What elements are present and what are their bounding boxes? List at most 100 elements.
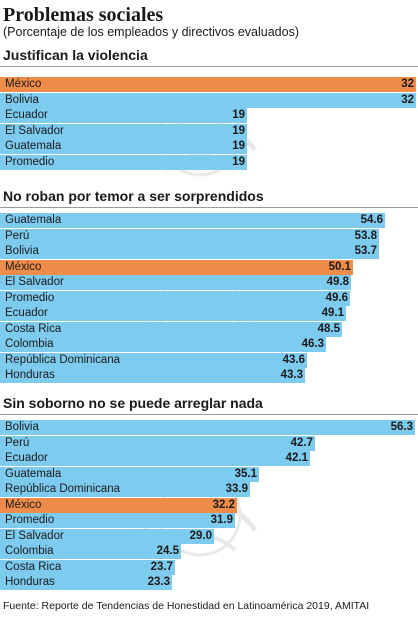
bar-row: Ecuador 19	[0, 108, 416, 123]
bar	[0, 482, 250, 497]
bar-value-label: 19	[232, 109, 245, 121]
section-title-1: Justifican la violencia	[3, 47, 148, 63]
section-title-2: No roban por temor a ser sorprendidos	[3, 188, 264, 204]
bar-value-label: 35.1	[234, 468, 257, 480]
bar	[0, 529, 214, 544]
bar	[0, 244, 379, 259]
bar	[0, 155, 247, 170]
bar-category-label: Promedio	[5, 292, 55, 304]
bar	[0, 498, 237, 513]
chart-subtitle: (Porcentaje de los empleados y directivo…	[3, 25, 299, 39]
bar-value-label: 32	[401, 94, 414, 106]
bar-row: Perú 42.7	[0, 436, 415, 451]
bar-row: Guatemala 35.1	[0, 467, 415, 482]
bar-category-label: Costa Rica	[5, 323, 62, 335]
bar-row: Guatemala 54.6	[0, 213, 385, 228]
bar-row: Bolivia 32	[0, 93, 416, 108]
bar-row: México 50.1	[0, 260, 385, 275]
bar-value-label: 43.6	[282, 354, 305, 366]
section-separator-2	[0, 207, 418, 208]
bar-value-label: 19	[232, 156, 245, 168]
bar-value-label: 48.5	[317, 323, 340, 335]
bar-category-label: República Dominicana	[5, 483, 121, 495]
bar-category-label: Costa Rica	[5, 561, 62, 573]
bar-category-label: Guatemala	[5, 468, 62, 480]
bar-row: Ecuador 42.1	[0, 451, 415, 466]
bar-row: Costa Rica 48.5	[0, 322, 385, 337]
bar-row: Honduras 23.3	[0, 575, 415, 590]
bar-category-label: República Dominicana	[5, 354, 121, 366]
bar-category-label: Bolivia	[5, 245, 39, 257]
bar-row: Honduras 43.3	[0, 368, 385, 383]
bar-row: Promedio 19	[0, 155, 416, 170]
bar	[0, 275, 351, 290]
bar	[0, 353, 307, 368]
bar-category-label: Honduras	[5, 576, 55, 588]
bar-category-label: México	[5, 499, 42, 511]
bar-value-label: 56.3	[390, 421, 413, 433]
bar-value-label: 49.6	[325, 292, 348, 304]
bar	[0, 322, 342, 337]
bar	[0, 291, 350, 306]
bar	[0, 213, 385, 228]
bar-category-label: Honduras	[5, 369, 55, 381]
bar-category-label: El Salvador	[5, 276, 64, 288]
bar-category-label: Guatemala	[5, 140, 62, 152]
bar	[0, 451, 310, 466]
bar-row: Guatemala 19	[0, 139, 416, 154]
bar-value-label: 49.1	[321, 307, 344, 319]
bar-row: El Salvador 29.0	[0, 529, 415, 544]
bar-value-label: 32.2	[212, 499, 235, 511]
bar-category-label: Ecuador	[5, 452, 48, 464]
bar-category-label: Perú	[5, 437, 30, 449]
bar	[0, 306, 346, 321]
section-separator-1	[0, 66, 418, 67]
bar-row: Perú 53.8	[0, 229, 385, 244]
source-note: Fuente: Reporte de Tendencias de Honesti…	[3, 600, 370, 612]
bar-row: Costa Rica 23.7	[0, 560, 415, 575]
bar-row: El Salvador 19	[0, 124, 416, 139]
bar-value-label: 42.1	[285, 452, 308, 464]
bar-value-label: 46.3	[301, 338, 324, 350]
bar	[0, 420, 415, 435]
bar-row: México 32.2	[0, 498, 415, 513]
bar-value-label: 54.6	[360, 214, 383, 226]
bar-value-label: 19	[232, 125, 245, 137]
bar-value-label: 24.5	[156, 545, 179, 557]
bar	[0, 139, 247, 154]
bar-category-label: Perú	[5, 230, 30, 242]
bar-category-label: Promedio	[5, 514, 55, 526]
bar-value-label: 43.3	[280, 369, 303, 381]
bar-row: Colombia 46.3	[0, 337, 385, 352]
bar-category-label: El Salvador	[5, 530, 64, 542]
bar-value-label: 33.9	[225, 483, 248, 495]
bar-value-label: 42.7	[290, 437, 313, 449]
section-title-3: Sin soborno no se puede arreglar nada	[3, 395, 263, 411]
bar-category-label: El Salvador	[5, 125, 64, 137]
bar-row: Colombia 24.5	[0, 544, 415, 559]
bar	[0, 337, 326, 352]
bar-value-label: 53.7	[354, 245, 377, 257]
bar-value-label: 53.8	[354, 230, 377, 242]
bar-category-label: Ecuador	[5, 109, 48, 121]
bar	[0, 436, 315, 451]
bar-value-label: 29.0	[189, 530, 212, 542]
bar	[0, 513, 235, 528]
bar-category-label: México	[5, 78, 42, 90]
bar	[0, 77, 416, 92]
bar-value-label: 23.3	[147, 576, 170, 588]
bar	[0, 575, 172, 590]
bar-category-label: Colombia	[5, 338, 54, 350]
bar-category-label: México	[5, 261, 42, 273]
bar	[0, 124, 247, 139]
bar-value-label: 49.8	[326, 276, 349, 288]
bar-value-label: 32	[401, 78, 414, 90]
bar-row: México 32	[0, 77, 416, 92]
bar	[0, 229, 379, 244]
bar	[0, 108, 247, 123]
bar	[0, 260, 353, 275]
bar-value-label: 50.1	[328, 261, 351, 273]
bar-row: Ecuador 49.1	[0, 306, 385, 321]
bar-category-label: Guatemala	[5, 214, 62, 226]
chart-title: Problemas sociales	[3, 4, 164, 26]
